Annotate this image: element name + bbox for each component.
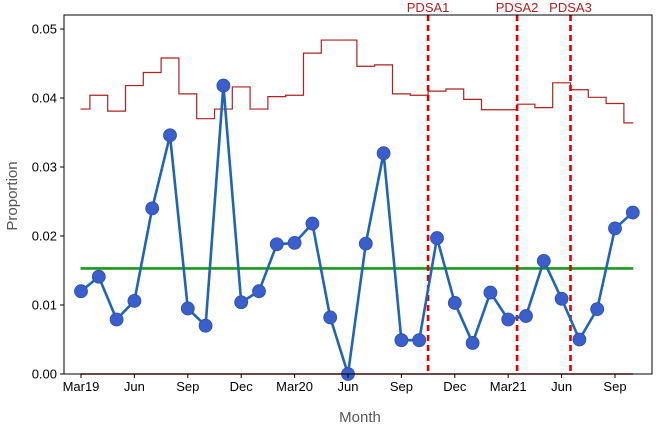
y-tick-label: 0.01: [32, 298, 57, 313]
data-point: [234, 295, 249, 310]
proportion-series-line: [80, 84, 634, 376]
phase-marker-label: PDSA2: [496, 0, 539, 15]
x-tick-label: Sep: [603, 379, 626, 394]
data-point: [198, 318, 213, 333]
data-point: [163, 128, 177, 143]
upper-control-limit: [80, 39, 634, 124]
data-point: [252, 284, 266, 299]
data-point: [447, 296, 462, 310]
data-point: [145, 201, 160, 216]
data-point: [590, 302, 605, 317]
axes: 0.00 0.01 0.02 0.03 0.04 0.05 Mar19 Jun Sep Dec Ma…: [32, 14, 653, 394]
y-tick-label: 0.02: [32, 229, 57, 244]
x-tick-label: Sep: [390, 379, 413, 394]
data-point: [287, 235, 302, 250]
y-tick-label: 0.00: [32, 367, 57, 382]
data-point: [323, 310, 338, 325]
data-point: [572, 332, 587, 347]
data-point: [430, 231, 444, 245]
data-point: [554, 291, 569, 306]
x-tick-label: Sep: [176, 379, 199, 394]
x-tick-label: Mar20: [276, 379, 313, 394]
data-point: [91, 269, 106, 284]
x-tick-label: Jun: [124, 379, 145, 394]
data-point: [216, 78, 231, 93]
x-tick-label: Mar21: [490, 379, 527, 394]
y-tick-label: 0.05: [32, 22, 57, 37]
x-tick-label: Dec: [443, 379, 467, 394]
x-tick-label: Mar19: [63, 379, 100, 394]
y-tick-label: 0.03: [32, 160, 57, 175]
data-point: [74, 284, 88, 299]
data-point: [412, 333, 427, 348]
data-point: [501, 312, 516, 327]
y-axis-title: Proportion: [4, 161, 21, 230]
data-point: [519, 309, 533, 323]
x-axis-title: Month: [339, 409, 381, 426]
x-tick-label: Jun: [338, 379, 359, 394]
data-point: [608, 221, 622, 236]
phase-marker-label: PDSA3: [549, 0, 592, 15]
data-point: [269, 237, 284, 252]
data-point: [465, 336, 480, 350]
x-tick-label: Jun: [551, 379, 572, 394]
x-tick-label: Dec: [230, 379, 254, 394]
data-point: [109, 312, 124, 327]
data-point: [536, 253, 551, 268]
data-point: [305, 216, 320, 231]
plot-frame: [63, 14, 653, 375]
y-tick-label: 0.04: [32, 91, 57, 106]
phase-marker-label: PDSA1: [407, 0, 450, 15]
data-point: [483, 285, 498, 300]
data-point: [394, 333, 409, 348]
data-point: [127, 293, 142, 308]
data-point: [625, 205, 640, 220]
plot-area: PDSA1 PDSA2 PDSA3: [74, 0, 640, 381]
data-point: [376, 146, 391, 161]
data-point: [180, 301, 195, 316]
data-point: [358, 236, 373, 251]
